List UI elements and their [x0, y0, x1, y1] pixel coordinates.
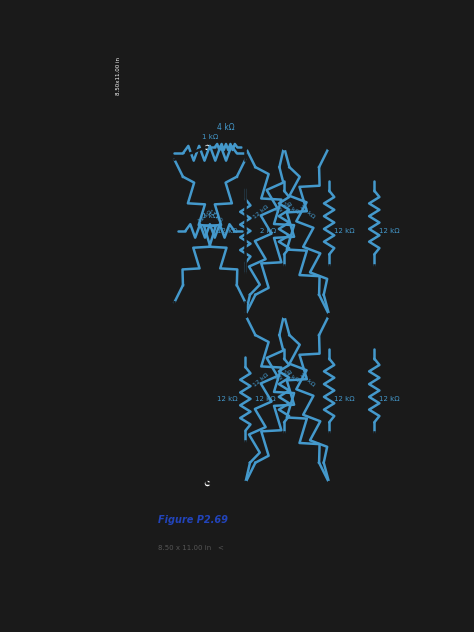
- Text: 8.50x11.00 in: 8.50x11.00 in: [116, 57, 121, 95]
- Text: 12 kΩ: 12 kΩ: [281, 202, 300, 215]
- Text: 12 kΩ: 12 kΩ: [298, 204, 315, 219]
- Text: 1 kΩ: 1 kΩ: [202, 133, 218, 140]
- Text: $R_T\rightarrow$: $R_T\rightarrow$: [246, 111, 268, 124]
- Text: 12 kΩ: 12 kΩ: [197, 209, 213, 224]
- Text: 8.50 x 11.00 in   <: 8.50 x 11.00 in <: [158, 545, 224, 551]
- Text: 12 kΩ: 12 kΩ: [255, 396, 276, 402]
- Text: 4 kΩ: 4 kΩ: [217, 123, 235, 132]
- Text: 12 kΩ: 12 kΩ: [334, 396, 355, 402]
- Text: 12 kΩ: 12 kΩ: [379, 396, 400, 402]
- Text: 12 kΩ: 12 kΩ: [217, 396, 237, 402]
- Text: 12 kΩ: 12 kΩ: [379, 228, 400, 234]
- Text: 12 kΩ: 12 kΩ: [275, 370, 293, 383]
- Text: 12 kΩ: 12 kΩ: [334, 228, 355, 234]
- Text: 12 kΩ: 12 kΩ: [253, 372, 270, 387]
- Text: 12 kΩ: 12 kΩ: [253, 204, 270, 219]
- Text: 12 kΩ: 12 kΩ: [281, 370, 300, 383]
- Text: 12 kΩ: 12 kΩ: [207, 209, 222, 224]
- Text: 1 kΩ: 1 kΩ: [202, 214, 218, 219]
- Text: Figure P2.69: Figure P2.69: [158, 515, 228, 525]
- Text: 12 kΩ: 12 kΩ: [275, 202, 293, 215]
- Text: 12 kΩ: 12 kΩ: [298, 372, 315, 387]
- Text: 12 kΩ: 12 kΩ: [217, 228, 237, 234]
- Text: 2 kΩ: 2 kΩ: [260, 228, 276, 234]
- Text: 2.69  Determine the total resistance, R_T, in the circuit in Fig. P2.69.: 2.69 Determine the total resistance, R_T…: [170, 38, 437, 46]
